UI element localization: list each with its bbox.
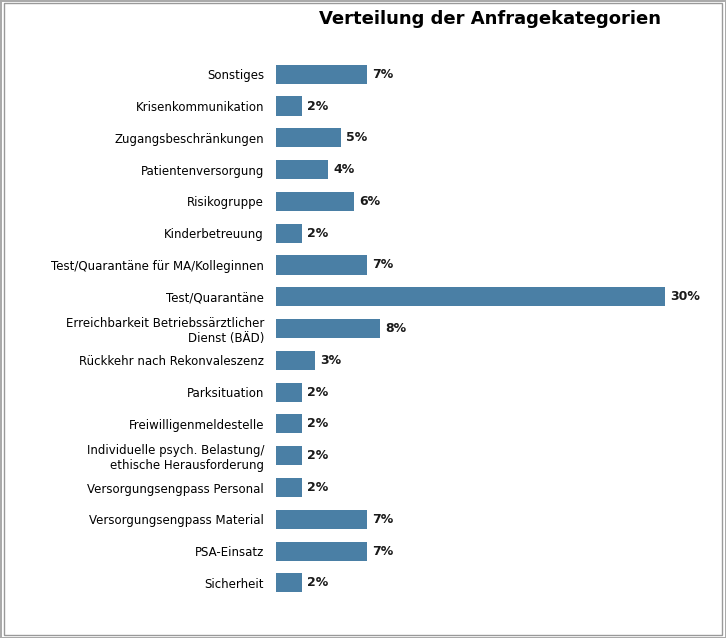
Bar	[276, 542, 367, 561]
Text: 2%: 2%	[307, 449, 328, 463]
Bar	[276, 192, 354, 211]
Text: 7%: 7%	[372, 513, 393, 526]
Bar	[276, 128, 340, 147]
Text: 7%: 7%	[372, 545, 393, 558]
Bar	[276, 160, 328, 179]
Text: 7%: 7%	[372, 258, 393, 272]
Bar	[276, 64, 367, 84]
Text: 2%: 2%	[307, 576, 328, 590]
Bar	[276, 287, 665, 306]
Text: 2%: 2%	[307, 226, 328, 240]
Text: 8%: 8%	[385, 322, 406, 335]
Bar	[276, 96, 302, 115]
Bar	[276, 478, 302, 497]
Bar	[276, 383, 302, 402]
Bar	[276, 510, 367, 529]
Text: 2%: 2%	[307, 481, 328, 494]
Text: 4%: 4%	[333, 163, 354, 176]
Bar	[276, 224, 302, 242]
Text: 7%: 7%	[372, 68, 393, 81]
Text: 2%: 2%	[307, 100, 328, 112]
Title: Verteilung der Anfragekategorien: Verteilung der Anfragekategorien	[319, 10, 661, 29]
Bar	[276, 255, 367, 274]
Bar	[276, 319, 380, 338]
Text: 5%: 5%	[346, 131, 367, 144]
Bar	[276, 446, 302, 465]
Bar	[276, 351, 315, 370]
Text: 6%: 6%	[359, 195, 380, 208]
Text: 2%: 2%	[307, 385, 328, 399]
Text: 2%: 2%	[307, 417, 328, 431]
Text: 30%: 30%	[671, 290, 701, 303]
Bar	[276, 415, 302, 433]
Text: 3%: 3%	[320, 354, 341, 367]
Bar	[276, 574, 302, 593]
